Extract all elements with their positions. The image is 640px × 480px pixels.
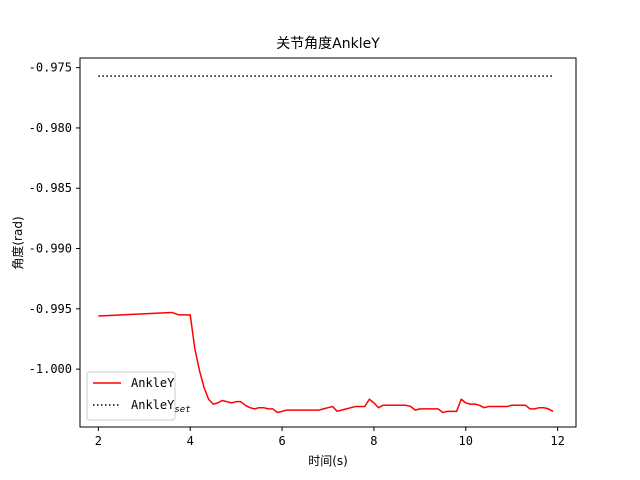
y-tick-label: -1.000 bbox=[29, 362, 72, 376]
legend-label-ankley-set: AnkleYset bbox=[131, 398, 191, 415]
legend-label-ankley: AnkleY bbox=[131, 376, 175, 390]
x-tick-label: 4 bbox=[187, 434, 194, 448]
y-tick-label: -0.980 bbox=[29, 121, 72, 135]
x-tick-label: 2 bbox=[95, 434, 102, 448]
y-tick-label: -0.990 bbox=[29, 242, 72, 256]
x-tick-label: 10 bbox=[459, 434, 473, 448]
plot-frame bbox=[79, 57, 577, 428]
plot-series bbox=[98, 75, 554, 414]
legend-box bbox=[86, 371, 176, 421]
x-tick-label: 12 bbox=[550, 434, 564, 448]
y-axis: -0.975 -0.980 -0.985 -0.990 -0.995 -1.000 bbox=[29, 61, 80, 376]
chart-title: 关节角度AnkleY bbox=[276, 36, 380, 52]
series-line-ankley bbox=[98, 311, 554, 414]
legend: AnkleY AnkleYset bbox=[86, 371, 191, 421]
y-tick-label: -0.995 bbox=[29, 302, 72, 316]
legend-label-subscript: set bbox=[174, 405, 190, 415]
y-tick-label: -0.975 bbox=[29, 61, 72, 75]
x-tick-label: 6 bbox=[278, 434, 285, 448]
y-tick-label: -0.985 bbox=[29, 181, 72, 195]
x-axis: 2 4 6 8 10 12 bbox=[95, 427, 565, 448]
x-axis-label: 时间(s) bbox=[308, 454, 348, 468]
y-axis-label: 角度(rad) bbox=[10, 216, 25, 269]
x-tick-label: 8 bbox=[370, 434, 377, 448]
